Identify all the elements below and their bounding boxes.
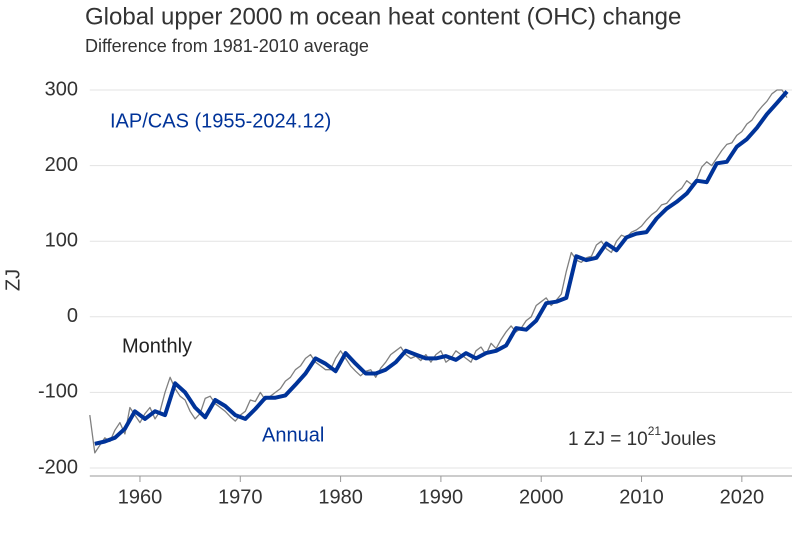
x-tick-label: 1960 — [118, 486, 163, 508]
series-label: Annual — [262, 424, 324, 446]
chart-title: Global upper 2000 m ocean heat content (… — [85, 3, 681, 30]
x-tick-label: 1970 — [218, 486, 263, 508]
y-tick-label: 300 — [45, 78, 78, 100]
unit-exponent: 21 — [648, 424, 662, 438]
x-tick-label: 1980 — [318, 486, 363, 508]
series-label: Monthly — [122, 335, 192, 357]
x-tick-label: 2000 — [519, 486, 564, 508]
y-axis-label: ZJ — [2, 269, 24, 291]
x-tick-label: 2010 — [619, 486, 664, 508]
y-tick-label: 200 — [45, 154, 78, 176]
x-tick-label: 1990 — [419, 486, 464, 508]
y-tick-label: 0 — [67, 305, 78, 327]
unit-base: 1 ZJ = 10 — [568, 429, 648, 450]
series-line — [94, 90, 789, 446]
y-tick-label: -100 — [38, 381, 78, 403]
y-tick-label: -200 — [38, 456, 78, 478]
unit-note: 1 ZJ = 1021Joules — [568, 424, 716, 450]
series-line — [89, 89, 788, 454]
annotation: IAP/CAS (1955-2024.12) — [110, 110, 331, 132]
y-tick-label: 100 — [45, 229, 78, 251]
chart-subtitle: Difference from 1981-2010 average — [85, 36, 369, 56]
unit-text: Joules — [661, 429, 716, 450]
x-tick-label: 2020 — [720, 486, 765, 508]
